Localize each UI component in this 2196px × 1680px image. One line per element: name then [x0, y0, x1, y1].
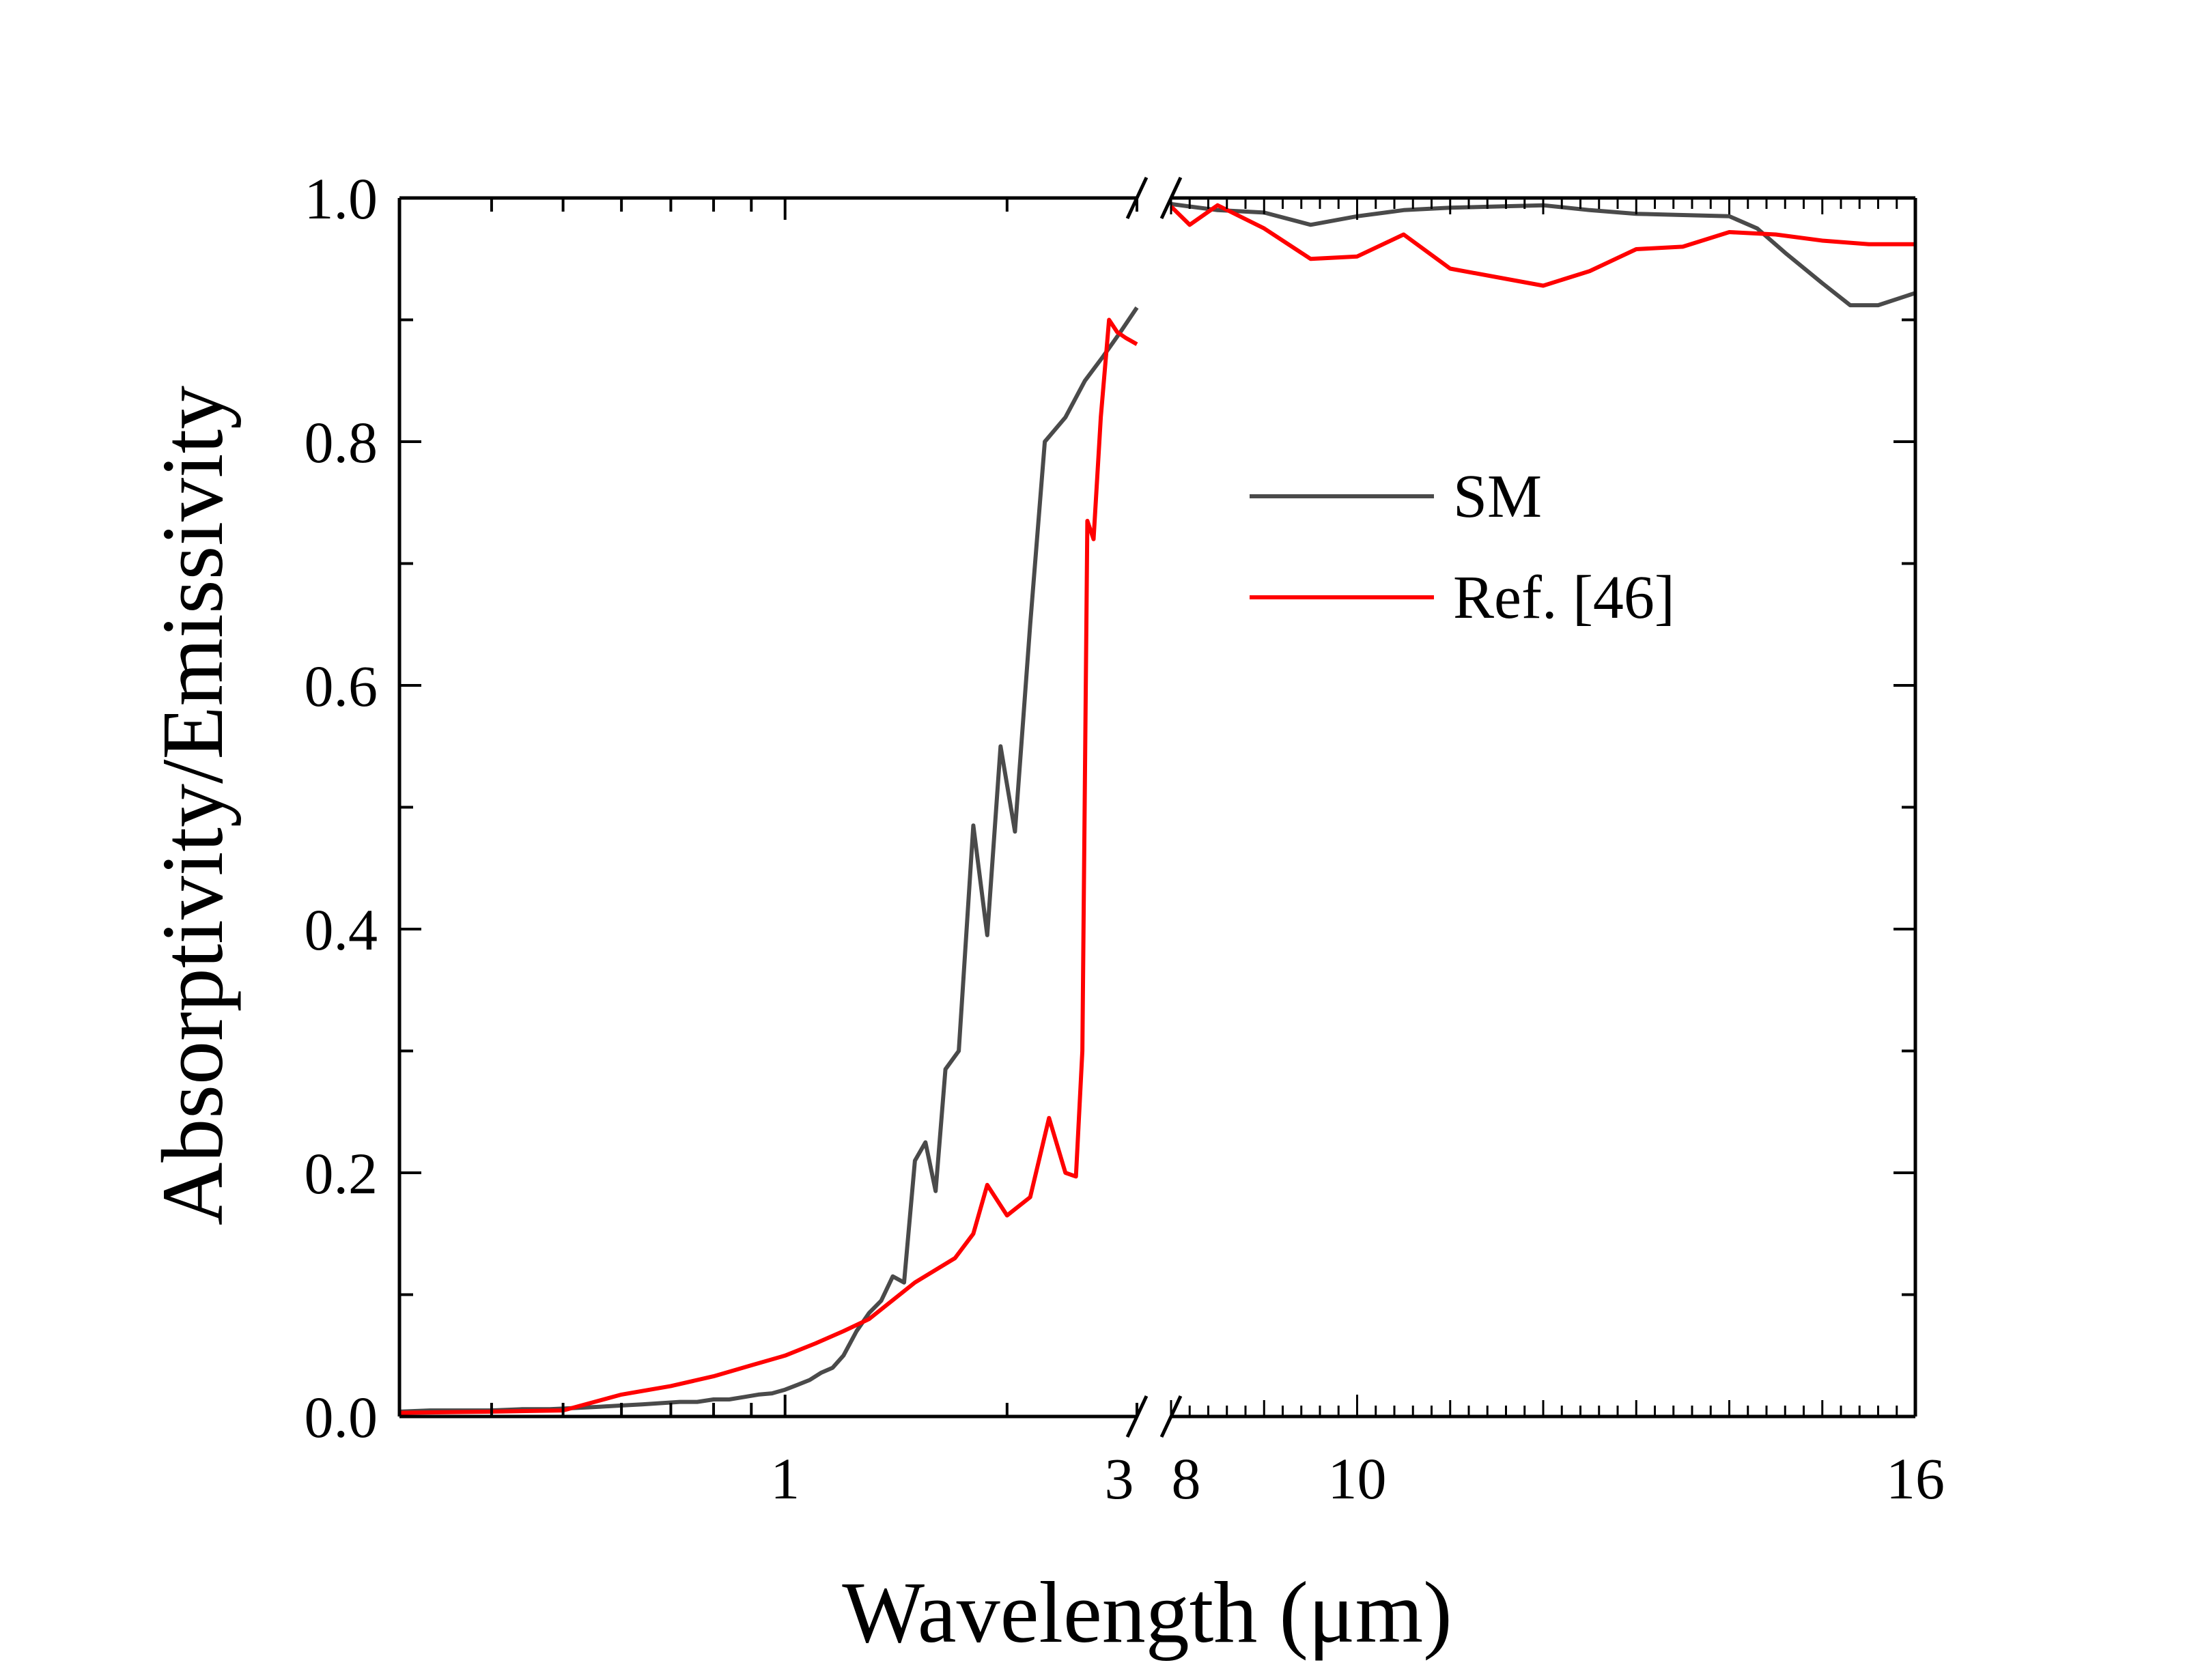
legend-label-sm: SM — [1453, 463, 1542, 530]
y-tick-label: 0.8 — [305, 410, 378, 475]
legend: SM Ref. [46] — [1250, 463, 1675, 631]
plot-lines — [399, 201, 1916, 1415]
y-tick-label: 1.0 — [305, 166, 378, 231]
x-tick-label: 1 — [770, 1446, 800, 1511]
x-axis-title: Wavelength (μm) — [842, 1564, 1452, 1661]
y-axis-title: Absorptivity/Emissivity — [144, 386, 241, 1225]
tick-labels: 0.0 0.2 0.4 0.6 0.8 1.0 1 3 8 10 16 — [305, 166, 1945, 1511]
y-tick-label: 0.4 — [305, 897, 378, 963]
x-tick-label: 10 — [1328, 1446, 1387, 1511]
series-line-ref46-segment-1 — [399, 317, 1138, 1415]
legend-label-ref46: Ref. [46] — [1453, 564, 1675, 631]
series-line-ref46-segment-2 — [1169, 203, 1915, 288]
series-line-sm-segment-2 — [1170, 201, 1916, 308]
y-tick-label: 0.2 — [305, 1141, 378, 1206]
x-tick-label: 3 — [1105, 1446, 1134, 1511]
axis-ticks — [398, 197, 1917, 1418]
y-tick-label: 0.0 — [305, 1384, 378, 1450]
series-line-sm-segment-1 — [399, 306, 1139, 1414]
y-tick-label: 0.6 — [305, 653, 378, 719]
x-tick-label: 16 — [1886, 1446, 1945, 1511]
x-tick-label: 8 — [1172, 1446, 1201, 1511]
